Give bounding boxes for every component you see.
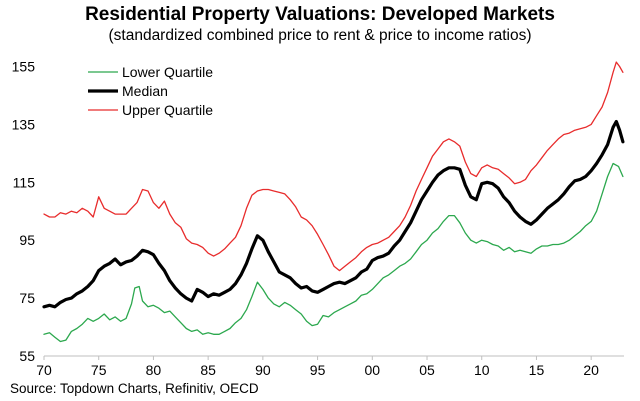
x-tick-label: 90 (255, 362, 271, 378)
legend: Lower Quartile Median Upper Quartile (88, 64, 213, 118)
x-tick-label: 10 (474, 362, 490, 378)
series-line-median (42, 119, 625, 309)
x-tick-label: 75 (91, 362, 107, 378)
y-tick-label: 55 (19, 348, 35, 364)
legend-label-median: Median (122, 83, 168, 99)
y-tick-label: 115 (13, 174, 36, 190)
legend-label-upper-quartile: Upper Quartile (122, 102, 213, 118)
x-tick-label: 20 (583, 362, 599, 378)
x-tick-label: 70 (36, 362, 52, 378)
x-tick-label: 00 (365, 362, 381, 378)
chart-title: Residential Property Valuations: Develop… (85, 4, 555, 25)
x-tick-label: 05 (419, 362, 435, 378)
source-note: Source: Topdown Charts, Refinitiv, OECD (10, 381, 259, 396)
series-lines (42, 61, 625, 343)
legend-label-lower-quartile: Lower Quartile (122, 64, 213, 80)
chart-subtitle: (standardized combined price to rent & p… (108, 27, 532, 44)
y-axis: 55 75 95 115 135 155 (12, 58, 36, 364)
x-tick-label: 15 (529, 362, 545, 378)
x-tick-label: 80 (146, 362, 162, 378)
x-tick-label: 95 (310, 362, 326, 378)
y-tick-label: 75 (19, 290, 35, 306)
y-tick-label: 95 (19, 232, 35, 248)
x-axis: 70 75 80 85 90 95 00 05 10 15 20 (36, 355, 624, 378)
y-tick-label: 135 (12, 116, 36, 132)
y-tick-label: 155 (12, 58, 36, 74)
series-line-lower-quartile (43, 162, 624, 343)
x-tick-label: 85 (200, 362, 216, 378)
series-line-upper-quartile (43, 61, 624, 272)
